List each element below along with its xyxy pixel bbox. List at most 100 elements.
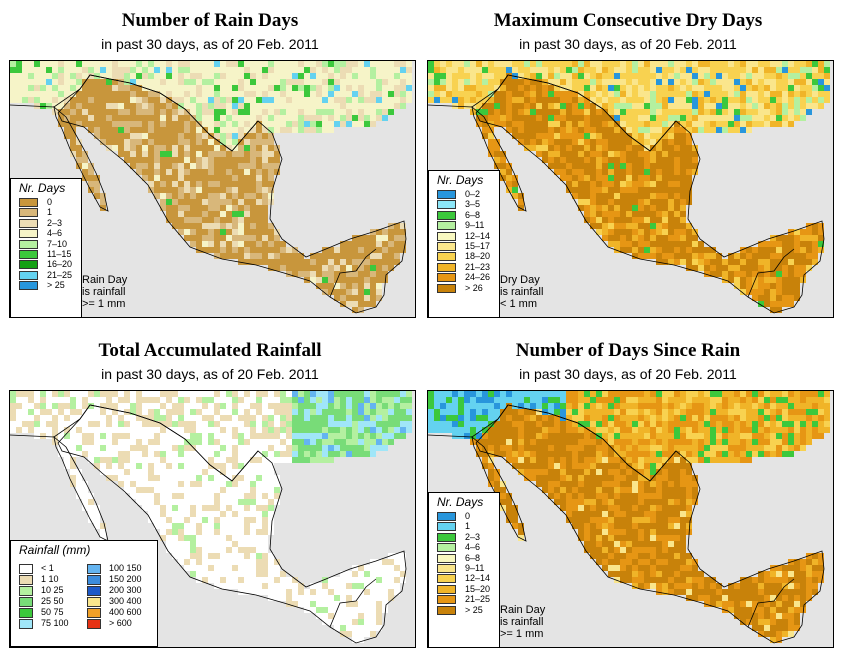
panel-subtitle: in past 30 days, as of 20 Feb. 2011 [101, 366, 319, 382]
legend-swatch [19, 239, 38, 249]
legend-swatch [19, 208, 38, 218]
legend-label: 15–17 [465, 240, 491, 251]
legend-label: 7–10 [47, 238, 68, 249]
legend-swatch [19, 260, 38, 270]
legend-swatch [437, 512, 456, 521]
legend-entry: 7–10 [11, 239, 81, 249]
legend-title: Rainfall (mm) [19, 543, 91, 557]
guatemala-border [747, 248, 795, 298]
map-canvas [10, 391, 412, 644]
legend-label: 25 50 [41, 596, 64, 606]
note-line: is rainfall [500, 286, 544, 298]
legend-swatch [19, 218, 38, 228]
legend-label: 3–5 [465, 199, 481, 210]
legend-label: 11–15 [47, 248, 72, 259]
legend-swatch [19, 198, 38, 207]
legend-label: 16–20 [47, 259, 73, 270]
note-line: is rainfall [82, 286, 126, 298]
panel-subtitle: in past 30 days, as of 20 Feb. 2011 [519, 36, 737, 52]
legend-label: 1 [465, 521, 471, 532]
legend-days-since-rain: Nr. Days 0 1 2–3 4–6 6–8 9–11 12–14 15–20 21–25 >… [428, 492, 500, 648]
legend-label: 10 25 [41, 585, 64, 595]
legend-entry: 2–3 [429, 532, 499, 542]
legend-label: 400 600 [109, 607, 142, 617]
legend-swatch [437, 584, 456, 594]
legend-label: 6–8 [465, 209, 481, 220]
us-mexico-border [10, 74, 259, 152]
legend-label: 1 [47, 207, 53, 218]
legend-entry: 12–14 [429, 573, 499, 584]
legend-label: > 25 [47, 280, 65, 291]
legend-title: Nr. Days [437, 495, 484, 509]
map-canvas [428, 391, 830, 644]
legend-entry: 18–20 [429, 251, 499, 262]
legend-swatch [437, 210, 456, 220]
legend-entry: 21–23 [429, 262, 499, 272]
legend-swatch [19, 249, 38, 259]
legend-label: 4–6 [465, 542, 481, 553]
panel-subtitle: in past 30 days, as of 20 Feb. 2011 [519, 366, 737, 382]
legend-entry: 6–8 [429, 210, 499, 220]
legend-entry: 21–25 [429, 594, 499, 605]
legend-entry: > 26 [429, 283, 499, 293]
legend-label: 21–25 [465, 594, 491, 605]
legend-swatch [19, 270, 38, 280]
panel-subtitle: in past 30 days, as of 20 Feb. 2011 [101, 36, 319, 52]
legend-swatch [437, 252, 456, 262]
panel-rain-days: Number of Rain Days in past 30 days, as … [0, 0, 420, 325]
legend-entry: 3–5 [429, 199, 499, 210]
note-line: >= 1 mm [500, 628, 544, 640]
definition-note: Dry Day is rainfall < 1 mm [500, 274, 543, 310]
legend-label: 9–11 [465, 562, 485, 573]
legend-label: 2–3 [465, 531, 481, 542]
legend-swatch [437, 605, 456, 615]
legend-entry: > 25 [11, 280, 81, 291]
panel-title: Number of Days Since Rain [515, 340, 741, 361]
legend-dry-days: Nr. Days 0–2 3–5 6–8 9–11 12–14 15–17 18–20 21–… [428, 170, 500, 318]
legend-label: 200 300 [109, 585, 142, 595]
legend-rain-days: Nr. Days 0 1 2–3 4–6 7–10 11–15 16–20 21–25 > 25 [10, 178, 82, 318]
map-rain-days [9, 60, 416, 318]
legend-entry: 21–25 [11, 270, 81, 280]
legend-swatch [87, 619, 101, 629]
legend-swatch [437, 231, 456, 241]
us-mexico-border [10, 404, 259, 482]
legend-swatch [19, 597, 33, 607]
legend-label: 6–8 [465, 552, 481, 563]
legend-entry: 4–6 [11, 228, 81, 239]
note-line: Dry Day [500, 274, 540, 286]
legend-label: 50 75 [41, 607, 64, 617]
legend-entry: 0 [11, 197, 81, 207]
legend-swatch [437, 532, 456, 542]
legend-title: Nr. Days [437, 173, 484, 187]
legend-label: 2–3 [47, 217, 63, 228]
guatemala-border [329, 578, 377, 628]
legend-label: 9–11 [465, 220, 485, 231]
legend-swatch [437, 241, 456, 251]
legend-swatch [437, 262, 456, 272]
guatemala-border [329, 248, 377, 298]
legend-entry: 0 [429, 511, 499, 521]
definition-note: Rain Day is rainfall >= 1 mm [500, 604, 545, 640]
panel-dry-days: Maximum Consecutive Dry Days in past 30 … [418, 0, 838, 325]
legend-entry: 15–20 [429, 584, 499, 594]
legend-swatch [19, 586, 33, 596]
legend-entry: 15–17 [429, 241, 499, 251]
legend-swatch [19, 575, 33, 585]
legend-swatch [437, 543, 456, 553]
legend-entry: 12–14 [429, 231, 499, 241]
legend-entry: 6–8 [429, 553, 499, 563]
legend-entry: 0–2 [429, 189, 499, 199]
legend-entry: 24–26 [429, 272, 499, 283]
panel-title: Maximum Consecutive Dry Days [493, 10, 763, 31]
panel-days-since-rain: Number of Days Since Rain in past 30 day… [418, 330, 838, 655]
legend-swatch [87, 575, 101, 585]
legend-swatch [437, 200, 456, 210]
legend-swatch [437, 522, 456, 532]
legend-label: 300 400 [109, 596, 142, 606]
legend-swatch [437, 595, 456, 605]
legend-swatch [437, 563, 456, 573]
legend-entry: 2–3 [11, 218, 81, 228]
baja-outline [471, 105, 527, 212]
legend-swatch [437, 221, 456, 231]
